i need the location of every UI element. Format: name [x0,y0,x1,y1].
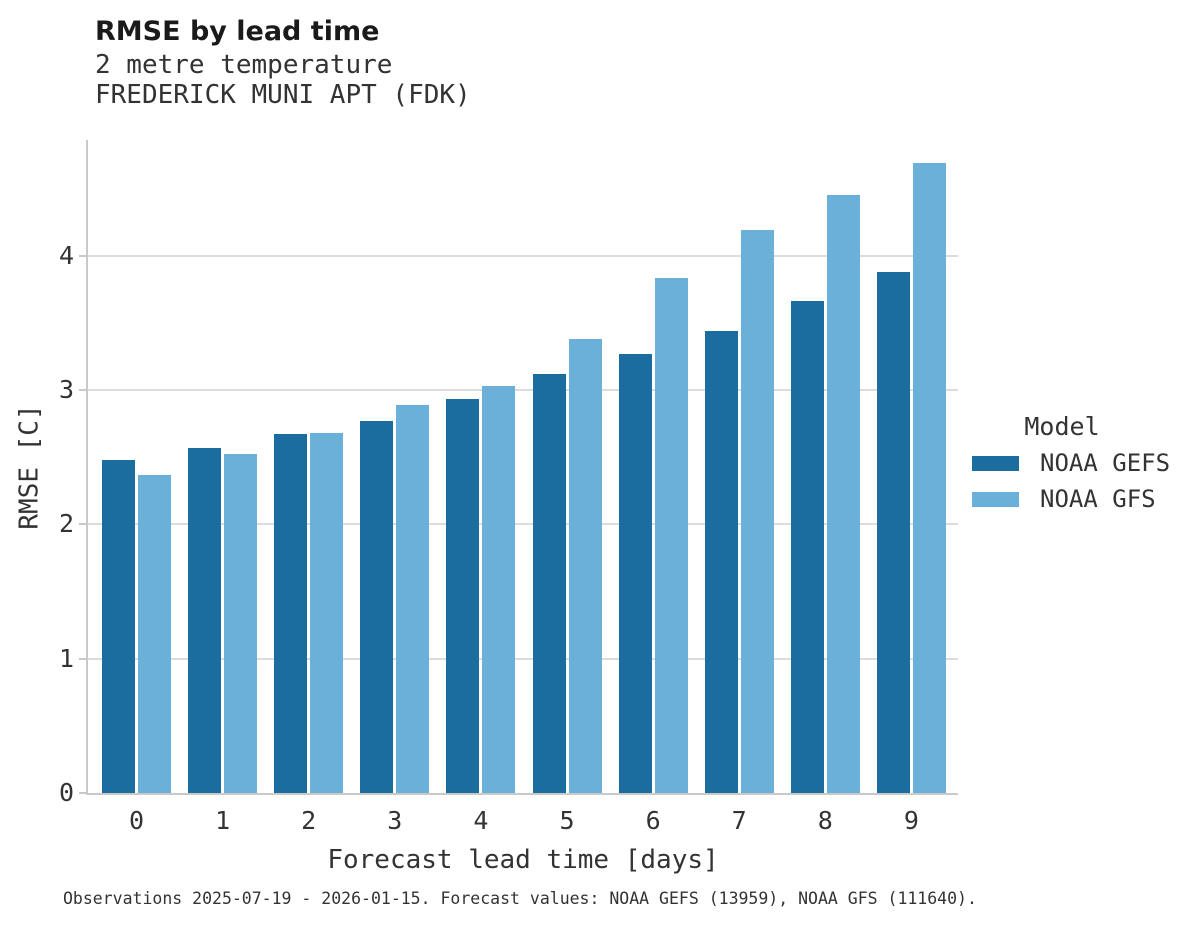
x-tick-label: 5 [559,806,575,835]
x-tick-label: 6 [645,806,661,835]
bar-noaa-gfs-lead7 [740,230,774,793]
bar-noaa-gfs-lead6 [654,278,688,793]
x-tick-label: 1 [215,806,231,835]
y-tick-mark [79,657,86,660]
bar-noaa-gefs-lead1 [188,447,222,793]
bar-noaa-gefs-lead2 [274,434,308,793]
y-tick-mark [79,792,86,794]
bar-noaa-gfs-lead5 [568,338,602,793]
y-tick-mark [79,523,86,526]
bar-noaa-gfs-lead8 [826,195,860,793]
gridline [88,657,958,660]
bar-noaa-gfs-lead4 [482,385,516,793]
bar-noaa-gfs-lead9 [912,162,946,793]
legend-swatch-gefs [972,455,1019,471]
y-tick-label: 2 [58,509,74,539]
bar-noaa-gfs-lead3 [396,404,430,793]
y-axis-label: RMSE [C] [15,403,46,530]
gridline [88,254,958,257]
y-tick-label: 1 [58,643,74,673]
legend-label-gefs: NOAA GEFS [1040,449,1171,477]
caption: Observations 2025-07-19 - 2026-01-15. Fo… [63,889,977,908]
x-axis-label: Forecast lead time [days] [327,845,719,875]
legend: Model NOAA GEFS NOAA GFS [972,412,1182,520]
bar-noaa-gefs-lead6 [618,353,652,793]
gridline [88,523,958,526]
bar-noaa-gefs-lead5 [532,373,566,793]
x-axis-line [86,793,958,795]
bar-noaa-gfs-lead1 [224,454,258,793]
bar-noaa-gefs-lead7 [704,330,738,793]
bar-noaa-gfs-lead2 [310,432,344,793]
plot-area: 0 1 2 3 4 0 1 2 3 4 5 6 7 8 9 [59,140,958,835]
x-tick-label: 8 [817,806,833,835]
y-tick-label: 4 [58,240,74,270]
y-tick-mark [79,254,86,257]
bar-noaa-gefs-lead8 [790,301,824,793]
legend-label-gfs: NOAA GFS [1040,485,1156,513]
legend-title: Model [1024,412,1100,441]
chart-subtitle-station: FREDERICK MUNI APT (FDK) [95,80,471,110]
legend-entry-gfs: NOAA GFS [972,484,1182,514]
x-tick-label: 2 [301,806,317,835]
x-tick-label: 7 [731,806,747,835]
y-tick-label: 3 [58,374,74,404]
y-tick-label: 0 [58,778,74,807]
x-tick-label: 9 [903,806,919,835]
bar-noaa-gefs-lead0 [102,459,135,793]
y-axis-line [86,140,88,795]
x-tick-label: 3 [387,806,403,835]
gridline [88,388,958,391]
x-tick-label: 4 [473,806,489,835]
bar-noaa-gefs-lead3 [360,420,394,793]
chart-subtitle-variable: 2 metre temperature [95,50,393,80]
chart-title: RMSE by lead time [95,16,380,47]
bar-noaa-gefs-lead4 [446,399,480,793]
x-tick-label: 0 [128,806,145,835]
bar-noaa-gefs-lead9 [876,271,910,793]
bar-noaa-gfs-lead0 [138,474,171,793]
legend-swatch-gfs [972,491,1019,507]
legend-entry-gefs: NOAA GEFS [972,448,1182,478]
y-tick-mark [79,388,86,391]
